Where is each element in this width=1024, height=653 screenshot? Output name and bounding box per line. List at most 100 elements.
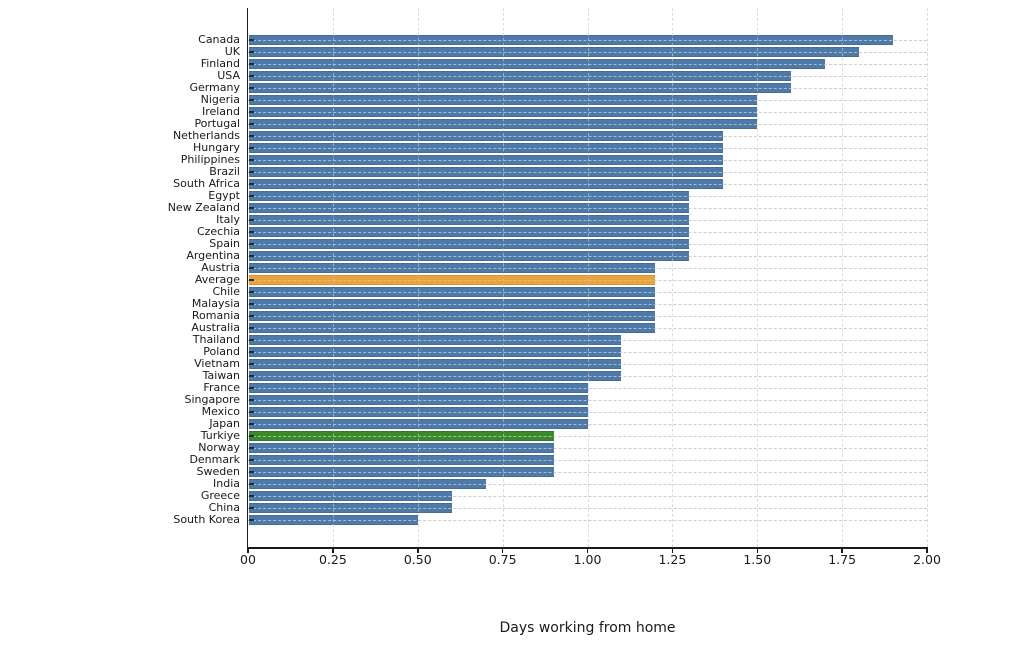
horizontal-gridline (248, 388, 927, 389)
y-tick-mark (249, 111, 254, 113)
y-tick-mark (249, 291, 254, 293)
y-tick-label-poland: Poland (203, 345, 240, 358)
y-tick-mark (249, 459, 254, 461)
horizontal-gridline (248, 496, 927, 497)
y-tick-label-thailand: Thailand (192, 333, 240, 346)
y-tick-label-japan: Japan (209, 417, 240, 430)
x-tick-label: 2.00 (913, 552, 941, 567)
y-tick-mark (249, 495, 254, 497)
y-tick-label-malaysia: Malaysia (191, 297, 240, 310)
horizontal-gridline (248, 412, 927, 413)
y-tick-label-taiwan: Taiwan (202, 369, 240, 382)
vertical-gridline (587, 8, 589, 547)
horizontal-gridline (248, 292, 927, 293)
horizontal-gridline (248, 460, 927, 461)
horizontal-gridline (248, 280, 927, 281)
x-axis-spine (246, 547, 928, 549)
horizontal-gridline (248, 304, 927, 305)
vertical-gridline (417, 8, 419, 547)
y-tick-mark (249, 159, 254, 161)
y-tick-mark (249, 267, 254, 269)
y-tick-mark (249, 447, 254, 449)
horizontal-gridline (248, 196, 927, 197)
y-tick-label-uk: UK (224, 45, 240, 58)
vertical-gridline (502, 8, 504, 547)
horizontal-gridline (248, 112, 927, 113)
y-tick-label-mexico: Mexico (201, 405, 240, 418)
vertical-gridline (672, 8, 674, 547)
y-tick-label-france: France (203, 381, 240, 394)
horizontal-gridline (248, 508, 927, 509)
y-tick-label-sweden: Sweden (196, 465, 240, 478)
y-tick-label-finland: Finland (200, 57, 240, 70)
y-tick-label-norway: Norway (198, 441, 240, 454)
horizontal-gridline (248, 136, 927, 137)
y-tick-mark (249, 183, 254, 185)
horizontal-gridline (248, 256, 927, 257)
x-tick-mark (671, 548, 674, 553)
horizontal-gridline (248, 448, 927, 449)
y-tick-mark (249, 231, 254, 233)
x-tick-mark (247, 548, 249, 553)
x-tick-mark (756, 548, 758, 553)
horizontal-gridline (248, 172, 927, 173)
y-tick-mark (249, 519, 254, 521)
horizontal-gridline (248, 244, 927, 245)
y-tick-label-egypt: Egypt (208, 189, 240, 202)
y-tick-mark (249, 243, 254, 245)
x-axis-title: Days working from home (499, 620, 676, 636)
y-tick-mark (249, 387, 254, 389)
x-tick-label: 1.00 (573, 552, 602, 567)
y-tick-label-ireland: Ireland (201, 105, 240, 118)
y-tick-label-vietnam: Vietnam (194, 357, 240, 370)
y-tick-mark (249, 363, 254, 365)
y-tick-mark (249, 411, 254, 413)
horizontal-gridline (248, 316, 927, 317)
y-tick-mark (249, 279, 254, 281)
y-tick-mark (249, 99, 254, 101)
horizontal-gridline (248, 232, 927, 233)
x-tick-label: 00 (240, 552, 256, 567)
horizontal-gridline (248, 88, 927, 89)
y-tick-label-philippines: Philippines (180, 153, 240, 166)
y-tick-label-portugal: Portugal (194, 117, 240, 130)
x-tick-label: 0.50 (403, 552, 432, 567)
x-tick-mark (417, 548, 419, 553)
y-tick-mark (249, 51, 254, 53)
y-tick-label-nigeria: Nigeria (200, 93, 240, 106)
y-tick-label-south-africa: South Africa (173, 177, 240, 190)
horizontal-gridline (248, 100, 927, 101)
y-tick-mark (249, 399, 254, 401)
y-tick-mark (249, 123, 254, 125)
y-tick-mark (249, 87, 254, 89)
y-tick-mark (249, 375, 254, 377)
horizontal-gridline (248, 160, 927, 161)
y-tick-mark (249, 423, 254, 425)
y-tick-label-india: India (213, 477, 240, 490)
y-tick-mark (249, 327, 254, 329)
y-tick-mark (249, 147, 254, 149)
x-tick-label: 0.25 (318, 552, 347, 567)
vertical-gridline (842, 8, 844, 547)
y-tick-mark (249, 471, 254, 473)
x-tick-label: 1.25 (658, 552, 687, 567)
x-tick-label: 1.50 (743, 552, 772, 567)
y-axis-spine (246, 8, 248, 548)
horizontal-gridline (248, 472, 927, 473)
horizontal-gridline (248, 220, 927, 221)
y-tick-mark (249, 351, 254, 353)
y-tick-mark (249, 303, 254, 305)
y-tick-label-romania: Romania (191, 309, 240, 322)
x-tick-label: 1.75 (828, 552, 857, 567)
x-tick-label: 0.75 (488, 552, 517, 567)
horizontal-gridline (248, 76, 927, 77)
y-tick-label-singapore: Singapore (184, 393, 241, 406)
y-tick-mark (249, 39, 254, 41)
horizontal-gridline (248, 436, 927, 437)
y-tick-label-south-korea: South Korea (173, 513, 240, 526)
y-tick-mark (249, 75, 254, 77)
y-tick-mark (249, 507, 254, 509)
horizontal-gridline (248, 208, 927, 209)
y-tick-label-argentina: Argentina (186, 249, 240, 262)
horizontal-gridline (248, 64, 927, 65)
